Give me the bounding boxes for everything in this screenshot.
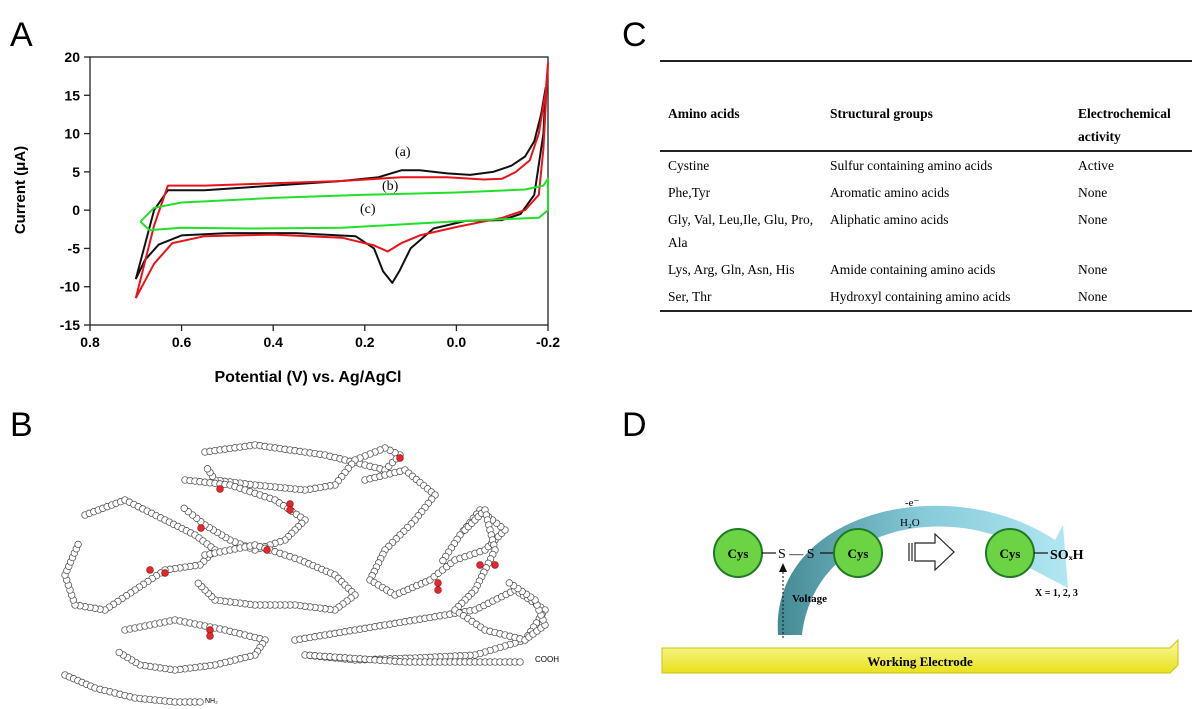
y-tick-label: 15 <box>64 87 80 103</box>
amino-acid-table-wrapper: Amino acids Structural groups Electroche… <box>660 60 1192 312</box>
amino-acid-bead <box>439 557 447 565</box>
disulfide-cysteine-bead <box>476 561 484 569</box>
y-tick-label: -5 <box>68 240 81 256</box>
y-tick-label: 10 <box>64 126 80 142</box>
cell-structural-group: Sulfur containing amino acids <box>830 158 993 173</box>
disulfide-cysteine-bead <box>263 546 271 554</box>
panel-label-c: C <box>622 16 647 54</box>
amino-acid-bead-chain <box>61 441 549 706</box>
y-axis-title: Current (μA) <box>12 146 29 234</box>
col-header-structural-groups: Structural groups <box>830 106 933 121</box>
oxidation-mechanism-diagram: Working Electrode -e⁻ H₂O Voltage Cys S … <box>661 497 1179 674</box>
amino-acid-bead <box>74 540 82 549</box>
annotation-b: (b) <box>382 179 399 194</box>
y-tick-label: 20 <box>64 49 80 65</box>
disulfide-cysteine-bead <box>216 485 224 493</box>
amino-acid-bead <box>115 648 123 657</box>
disulfide-cysteine-bead <box>197 524 205 532</box>
panel-label-d: D <box>622 406 647 444</box>
disulfide-cysteine-bead <box>434 586 442 594</box>
amino-acid-bead <box>203 465 212 473</box>
x-tick-label: 0.0 <box>447 334 467 350</box>
y-tick-label: 5 <box>72 164 80 180</box>
cell-structural-group: Amide containing amino acids <box>830 262 996 277</box>
series-line-b <box>134 62 549 299</box>
amino-acid-bead <box>180 504 188 512</box>
protein-chain-diagram: COOH NH₂ <box>61 441 559 706</box>
disulfide-bond-markers <box>146 454 499 640</box>
x-tick-label: 0.6 <box>172 334 192 350</box>
cell-amino-acids: Gly, Val, Leu,Ile, Glu, Pro, Ala <box>668 212 814 250</box>
cell-activity: Active <box>1078 158 1114 173</box>
cell-activity: None <box>1078 185 1108 200</box>
y-tick-label: 0 <box>72 202 80 218</box>
x-tick-label: -0.2 <box>536 334 560 350</box>
disulfide-cysteine-bead <box>396 454 404 462</box>
cell-activity: None <box>1078 262 1108 277</box>
amino-acid-table: Amino acids Structural groups Electroche… <box>660 100 1192 312</box>
disulfide-cysteine-bead <box>286 506 294 514</box>
annotation-c: (c) <box>360 202 376 217</box>
voltage-arrowhead <box>779 563 787 572</box>
reaction-arrow-icon <box>914 532 955 572</box>
cell-amino-acids: Ser, Thr <box>668 289 712 304</box>
amino-acid-bead <box>194 579 202 587</box>
disulfide-cysteine-bead <box>434 579 442 587</box>
working-electrode-label: Working Electrode <box>867 654 973 669</box>
series-line-c <box>139 177 549 232</box>
disulfide-cysteine-bead <box>146 566 154 574</box>
cell-amino-acids: Phe,Tyr <box>668 185 711 200</box>
amino-acid-bead <box>516 658 524 666</box>
amino-acid-bead <box>505 579 513 587</box>
panel-label-a: A <box>10 16 33 54</box>
table-header-row: Amino acids Structural groups Electroche… <box>660 100 1192 151</box>
col-header-electrochemical-activity: Electrochemical activity <box>1078 106 1171 144</box>
disulfide-bridge-label: S — S <box>778 547 815 562</box>
cell-structural-group: Aromatic amino acids <box>830 185 950 200</box>
c-terminus-label: COOH <box>535 655 559 664</box>
table-row: Phe,Tyr Aromatic amino acids None <box>660 179 1192 206</box>
x-axis-title: Potential (V) vs. Ag/AgCl <box>215 369 402 386</box>
x-tick-label: 0.4 <box>263 334 283 350</box>
y-tick-label: -10 <box>60 279 80 295</box>
table-row: Gly, Val, Leu,Ile, Glu, Pro, Ala Aliphat… <box>660 206 1192 256</box>
water-label: H₂O <box>900 517 920 529</box>
cell-structural-group: Aliphatic amino acids <box>830 212 949 227</box>
cell-structural-group: Hydroxyl containing amino acids <box>830 289 1011 304</box>
sulfonic-product-label: SOₓH <box>1050 548 1084 563</box>
panel-label-b: B <box>10 406 33 444</box>
cys-circle-right <box>833 528 883 578</box>
cys-label-product: Cys <box>1000 546 1021 561</box>
working-electrode <box>661 638 1179 674</box>
voltage-label: Voltage <box>792 593 827 605</box>
x-tick-label: 0.8 <box>80 334 100 350</box>
x-tick-label: 0.2 <box>355 334 375 350</box>
table-row: Cystine Sulfur containing amino acids Ac… <box>660 151 1192 179</box>
amino-acid-bead <box>196 698 204 706</box>
table-row: Lys, Arg, Gln, Asn, His Amide containing… <box>660 256 1192 283</box>
n-terminus-label: NH₂ <box>205 698 218 705</box>
col-header-amino-acids: Amino acids <box>668 106 740 121</box>
disulfide-cysteine-bead <box>491 561 499 569</box>
table-top-rule <box>660 60 1192 62</box>
annotation-a: (a) <box>395 145 411 160</box>
cell-amino-acids: Lys, Arg, Gln, Asn, His <box>668 262 795 277</box>
cys-label-right: Cys <box>848 546 869 561</box>
disulfide-cysteine-bead <box>161 569 169 577</box>
cys-label-left: Cys <box>728 546 749 561</box>
cell-activity: None <box>1078 289 1108 304</box>
disulfide-cysteine-bead <box>206 632 214 640</box>
y-tick-label: -15 <box>60 317 80 333</box>
table-row: Ser, Thr Hydroxyl containing amino acids… <box>660 283 1192 311</box>
cell-amino-acids: Cystine <box>668 158 710 173</box>
electron-label: -e⁻ <box>905 497 920 509</box>
x-values-label: X = 1, 2, 3 <box>1035 588 1078 599</box>
cell-activity: None <box>1078 212 1108 227</box>
